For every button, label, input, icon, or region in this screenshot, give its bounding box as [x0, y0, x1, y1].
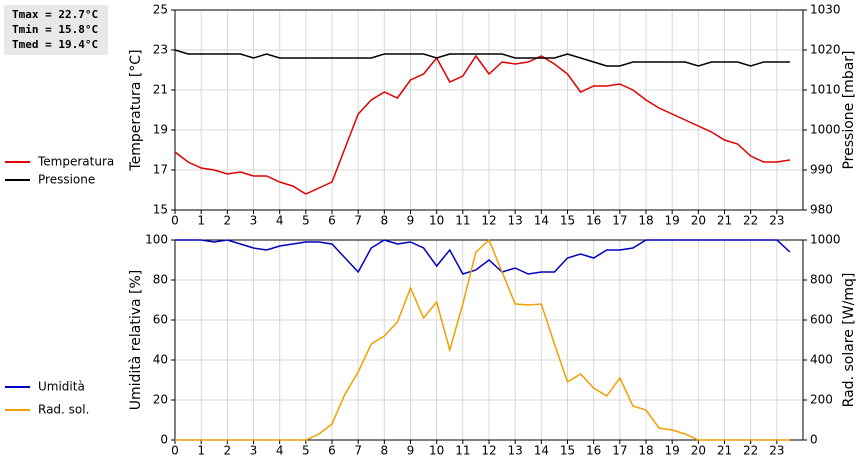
x-tick-label: 0 [171, 214, 179, 228]
y2-axis-label: Pressione [mbar] [841, 50, 857, 169]
x-tick-label: 22 [743, 444, 758, 458]
y-tick-label: 20 [153, 393, 168, 407]
series-line [174, 49, 790, 67]
x-tick-label: 18 [638, 444, 653, 458]
series-line [175, 239, 791, 275]
x-tick-label: 5 [302, 444, 310, 458]
x-tick-label: 12 [481, 444, 496, 458]
x-tick-label: 10 [429, 214, 444, 228]
series-line [174, 54, 791, 195]
x-tick-label: 19 [665, 444, 680, 458]
x-tick-label: 15 [560, 214, 575, 228]
x-tick-label: 4 [276, 444, 284, 458]
x-tick-label: 21 [717, 214, 732, 228]
stats-text: Tmax = 22.7°C [12, 8, 98, 21]
y-tick-label: 21 [153, 83, 168, 97]
x-tick-label: 3 [250, 214, 258, 228]
y2-tick-label: 1020 [810, 43, 841, 57]
y2-tick-label: 1000 [810, 123, 841, 137]
x-tick-label: 23 [769, 214, 784, 228]
y-tick-label: 25 [153, 3, 168, 17]
x-tick-label: 6 [328, 214, 336, 228]
x-tick-label: 9 [407, 444, 415, 458]
x-tick-label: 0 [171, 444, 179, 458]
y-tick-label: 100 [145, 233, 168, 247]
y2-axis-label: Rad. solare [W/mq] [841, 273, 857, 408]
y-tick-label: 23 [153, 43, 168, 57]
y2-tick-label: 1010 [810, 83, 841, 97]
x-tick-label: 14 [534, 214, 549, 228]
x-tick-label: 14 [534, 444, 549, 458]
y2-tick-label: 1000 [810, 233, 841, 247]
x-tick-label: 2 [224, 444, 232, 458]
x-tick-label: 10 [429, 444, 444, 458]
x-tick-label: 20 [691, 444, 706, 458]
legend-label: Rad. sol. [38, 403, 89, 417]
x-tick-label: 8 [381, 444, 389, 458]
x-tick-label: 17 [612, 214, 627, 228]
x-tick-label: 22 [743, 214, 758, 228]
x-tick-label: 3 [250, 444, 258, 458]
x-tick-label: 9 [407, 214, 415, 228]
x-tick-label: 7 [354, 214, 362, 228]
y-tick-label: 17 [153, 163, 168, 177]
y2-tick-label: 800 [810, 273, 833, 287]
x-tick-label: 21 [717, 444, 732, 458]
y-tick-label: 15 [153, 203, 168, 217]
x-tick-label: 13 [508, 444, 523, 458]
legend-label: Umidità [38, 380, 85, 394]
x-tick-label: 7 [354, 444, 362, 458]
x-tick-label: 8 [381, 214, 389, 228]
legend-label: Temperatura [37, 155, 114, 169]
y-axis-label: Temperatura [°C] [128, 49, 144, 171]
stats-text: Tmin = 15.8°C [12, 23, 98, 36]
y-tick-label: 60 [153, 313, 168, 327]
x-tick-label: 17 [612, 444, 627, 458]
x-tick-label: 4 [276, 214, 284, 228]
y2-tick-label: 980 [810, 203, 833, 217]
y2-tick-label: 0 [810, 433, 818, 447]
x-tick-label: 20 [691, 214, 706, 228]
x-tick-label: 11 [455, 214, 470, 228]
x-tick-label: 13 [508, 214, 523, 228]
x-tick-label: 16 [586, 444, 601, 458]
series-line [175, 238, 790, 441]
x-tick-label: 23 [769, 444, 784, 458]
x-tick-label: 15 [560, 444, 575, 458]
y2-tick-label: 1030 [810, 3, 841, 17]
x-tick-label: 16 [586, 214, 601, 228]
y-tick-label: 0 [160, 433, 168, 447]
x-tick-label: 2 [224, 214, 232, 228]
y-axis-label: Umidità relativa [%] [128, 270, 144, 411]
x-tick-label: 11 [455, 444, 470, 458]
x-tick-label: 6 [328, 444, 336, 458]
x-tick-label: 1 [197, 444, 205, 458]
x-tick-label: 12 [481, 214, 496, 228]
y2-tick-label: 200 [810, 393, 833, 407]
y2-tick-label: 990 [810, 163, 833, 177]
y-tick-label: 40 [153, 353, 168, 367]
y-tick-label: 80 [153, 273, 168, 287]
y2-tick-label: 400 [810, 353, 833, 367]
plot-frame [174, 9, 804, 211]
y2-tick-label: 600 [810, 313, 833, 327]
x-tick-label: 5 [302, 214, 310, 228]
legend-label: Pressione [38, 173, 95, 187]
x-tick-label: 19 [665, 214, 680, 228]
x-tick-label: 1 [197, 214, 205, 228]
y-tick-label: 19 [153, 123, 168, 137]
stats-text: Tmed = 19.4°C [12, 38, 98, 51]
stats-box [4, 5, 108, 55]
x-tick-label: 18 [638, 214, 653, 228]
